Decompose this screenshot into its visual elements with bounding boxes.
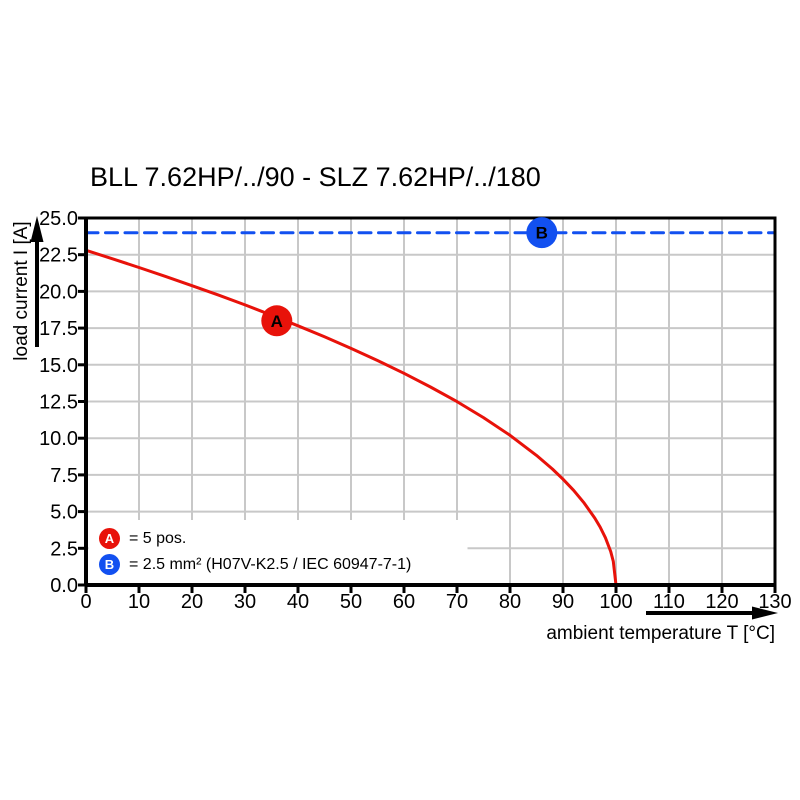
y-tick-label-12.5: 12.5 (39, 392, 78, 414)
x-tick-label-30: 30 (234, 591, 256, 613)
x-tick-label-90: 90 (552, 591, 574, 613)
y-tick-label-20: 20.0 (39, 281, 78, 303)
x-tick-label-50: 50 (340, 591, 362, 613)
legend-item-a: A = 5 pos. (99, 528, 411, 549)
x-axis-arrow-head-icon (752, 606, 778, 620)
x-tick-label-100: 100 (599, 591, 632, 613)
legend: A = 5 pos. B = 2.5 mm² (H07V-K2.5 / IEC … (99, 528, 411, 575)
legend-item-b-label: = 2.5 mm² (H07V-K2.5 / IEC 60947-7-1) (129, 555, 412, 573)
x-tick-label-70: 70 (446, 591, 468, 613)
y-tick-label-2.5: 2.5 (50, 538, 78, 560)
x-tick-label-0: 0 (80, 591, 91, 613)
x-tick-label-130: 130 (758, 591, 791, 613)
y-axis-title: load current I [A] (11, 221, 32, 360)
y-tick-label-15: 15.0 (39, 355, 78, 377)
curve-marker-a (261, 305, 293, 337)
x-tick-label-110: 110 (653, 591, 685, 613)
curve-marker-b (526, 217, 558, 249)
y-axis-arrow-head-icon (30, 216, 44, 242)
x-tick-label-20: 20 (181, 591, 203, 613)
x-tick-label-10: 10 (128, 591, 150, 613)
y-tick-label-5: 5.0 (50, 502, 78, 524)
chart-title: BLL 7.62HP/../90 - SLZ 7.62HP/../180 (90, 162, 541, 192)
legend-backdrop (88, 520, 468, 583)
y-tick-label-10: 10.0 (39, 428, 78, 450)
curve-marker-a-letter: A (271, 312, 283, 331)
y-tick-label-7.5: 7.5 (50, 465, 78, 487)
y-tick-label-22.5: 22.5 (39, 245, 78, 267)
legend-item-a-label: = 5 pos. (129, 529, 187, 547)
curve-marker-b-letter: B (536, 224, 548, 243)
y-tick-label-17.5: 17.5 (39, 318, 78, 340)
x-tick-label-120: 120 (705, 591, 738, 613)
x-tick-label-60: 60 (393, 591, 415, 613)
y-tick-label-25: 25.0 (39, 208, 78, 230)
legend-item-b: B = 2.5 mm² (H07V-K2.5 / IEC 60947-7-1) (99, 554, 411, 575)
x-axis-title: ambient temperature T [°C] (546, 623, 775, 644)
series-line-0 (84, 248, 618, 587)
x-tick-label-40: 40 (287, 591, 309, 613)
y-tick-label-0: 0.0 (50, 575, 78, 597)
marker-b-legend-icon: B (99, 554, 120, 575)
marker-a-legend-icon: A (99, 528, 120, 549)
x-tick-label-80: 80 (499, 591, 521, 613)
